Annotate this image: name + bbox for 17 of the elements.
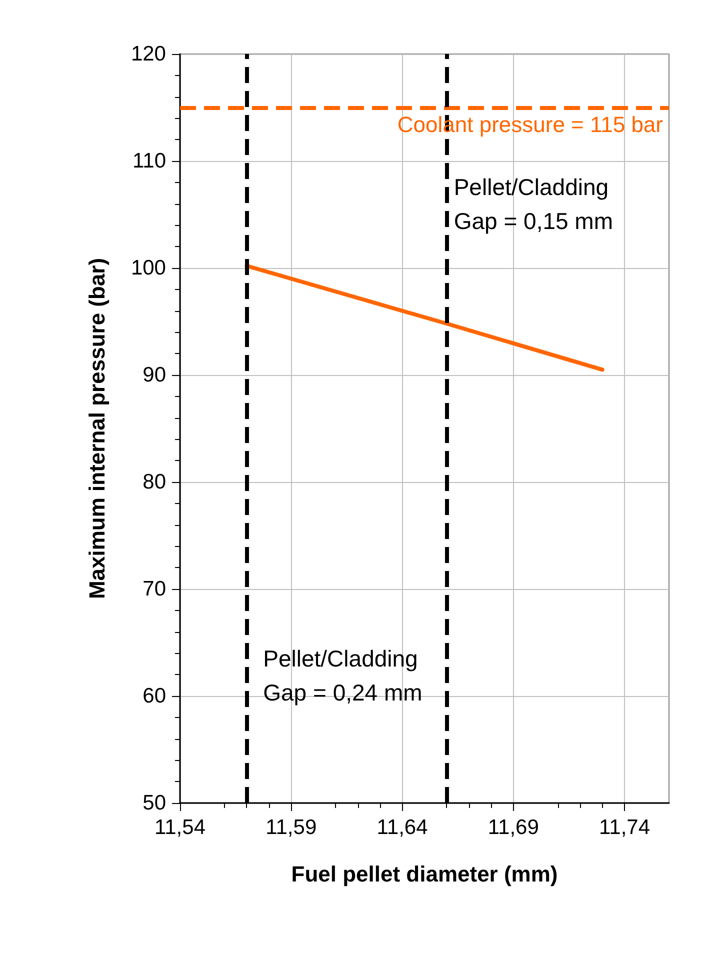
y-tick-label: 110 — [132, 150, 166, 172]
y-tick-label: 90 — [142, 364, 166, 386]
annotation: Pellet/Cladding Gap = 0,15 mm — [454, 174, 614, 234]
x-tick-label: 11,54 — [154, 816, 206, 839]
y-tick-label: 70 — [142, 578, 166, 600]
y-tick-label: 50 — [142, 792, 166, 814]
y-tick-label: 80 — [142, 470, 166, 494]
x-axis-title: Fuel pellet diameter (mm) — [291, 862, 558, 886]
x-tick-label: 11,64 — [376, 816, 428, 839]
x-tick-label: 11,74 — [599, 816, 650, 839]
y-tick-label: 60 — [142, 684, 166, 708]
y-tick-label: 100 — [130, 256, 166, 280]
x-tick-label: 11,69 — [488, 816, 539, 839]
y-axis-title: Maximum internal pressure (bar) — [84, 258, 110, 600]
annotation: Pellet/Cladding Gap = 0,24 mm — [263, 646, 422, 706]
y-tick-label: 120 — [130, 42, 166, 66]
x-tick-label: 11,59 — [266, 816, 317, 839]
